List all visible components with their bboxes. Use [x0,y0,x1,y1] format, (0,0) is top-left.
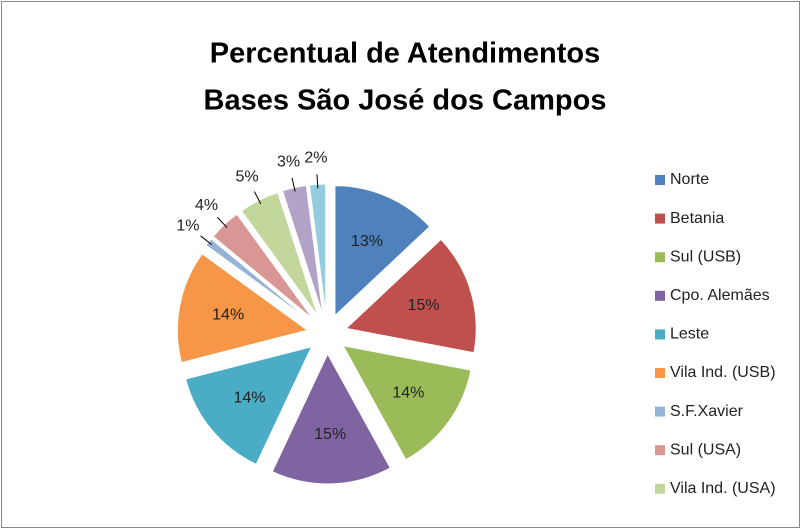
chart-title: Percentual de Atendimentos [210,38,601,70]
legend-label: Vila Ind. (USB) [670,364,776,381]
pie-slice [271,352,391,485]
data-label: 14% [392,384,424,401]
data-label: 5% [236,168,259,185]
data-label: 14% [233,389,265,406]
legend-swatch [655,445,665,456]
pie-slice [185,345,313,466]
data-label: 1% [176,217,199,234]
leader-line [291,177,296,192]
leader-line [200,235,212,245]
data-label: 15% [314,426,346,443]
chart-subtitle: Bases São José dos Campos [204,85,607,117]
legend-swatch [655,213,665,224]
data-label: 15% [408,297,440,314]
data-label: 13% [351,233,383,250]
data-label: 14% [212,306,244,323]
legend-label: S.F.Xavier [670,403,744,420]
leader-line [217,217,228,228]
pie-slice [342,345,472,461]
data-label: 3% [277,153,300,170]
legend-label: Cpo. Alemães [670,287,770,304]
legend-swatch [655,290,665,301]
legend-swatch [655,329,665,340]
legend-swatch [655,175,665,185]
pie-slice [334,185,431,317]
legend-label: Sul (USB) [670,248,741,265]
data-label: 2% [304,150,327,167]
pie-slice [176,253,309,364]
legend-swatch [655,252,665,263]
legend-label: Leste [670,326,709,343]
legend-label: Sul (USA) [670,441,741,458]
legend-label: Norte [670,171,709,188]
leader-line [253,191,262,205]
leader-line [316,174,319,189]
legend-swatch [655,483,665,494]
legend-label: Betania [670,210,724,227]
legend-swatch [655,406,665,417]
legend-swatch [655,368,665,378]
pie-slice [345,238,477,354]
legend-label: Vila Ind. (USA) [670,480,776,497]
data-label: 4% [195,197,218,214]
